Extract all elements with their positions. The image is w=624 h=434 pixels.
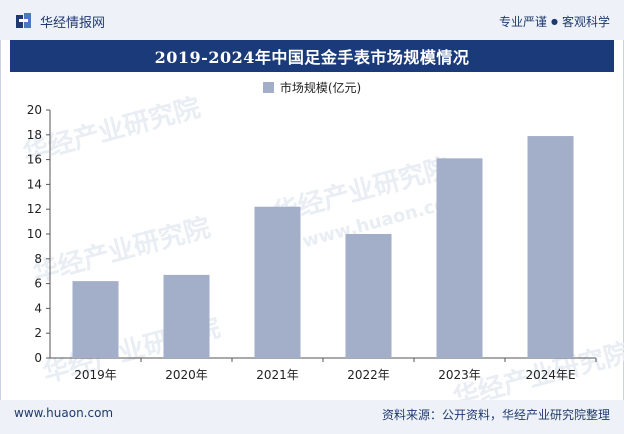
y-tick-label: 8 — [34, 252, 42, 266]
y-tick-label: 6 — [34, 277, 42, 291]
x-tick-label: 2020年 — [165, 368, 208, 382]
huajing-logo-icon — [16, 13, 31, 28]
bar-2022年[interactable] — [345, 234, 392, 358]
bar-2021年[interactable] — [254, 206, 301, 358]
bar-2020年[interactable] — [163, 274, 210, 358]
y-tick-label: 0 — [34, 351, 42, 365]
bar-chart: 0 2 4 6 8 10 12 14 16 18 20 2019年 2020年 2021年 2022年 202… — [27, 103, 597, 382]
x-tick-label: 2021年 — [256, 368, 299, 382]
x-tick-label: 2023年 — [438, 368, 481, 382]
x-tick-label: 2024年E — [525, 368, 575, 382]
y-tick-label: 18 — [27, 128, 42, 142]
y-tick-label: 20 — [27, 103, 42, 117]
y-tick-label: 12 — [27, 202, 42, 216]
bar-2023年[interactable] — [436, 158, 483, 358]
legend-swatch — [262, 81, 274, 93]
x-tick-label: 2019年 — [74, 368, 117, 382]
y-tick-label: 16 — [27, 153, 42, 167]
legend-label: 市场规模(亿元) — [279, 80, 362, 95]
brand[interactable]: 华经情报网 — [14, 10, 105, 32]
y-tick-label: 14 — [27, 177, 42, 191]
tagline-left: 专业严谨 — [498, 15, 547, 29]
footer-source: 资料来源：公开资料，华经产业研究院整理 — [381, 408, 610, 422]
bar-2024年E[interactable] — [527, 136, 574, 358]
tagline-right: 客观科学 — [561, 15, 610, 29]
y-tick-label: 10 — [27, 227, 42, 241]
brand-name: 华经情报网 — [40, 15, 106, 31]
chart-legend: 市场规模(亿元) — [0, 78, 624, 96]
bar-2019年[interactable] — [72, 281, 119, 358]
tagline-separator: ● — [551, 17, 558, 26]
top-bar: 华经情报网 专业严谨 ● 客观科学 — [0, 0, 624, 40]
x-tick-label: 2022年 — [347, 368, 390, 382]
footer-url[interactable]: www.huaon.com — [14, 406, 114, 420]
y-tick-label: 4 — [34, 301, 42, 315]
tagline: 专业严谨 ● 客观科学 — [499, 13, 610, 30]
footer: www.huaon.com 资料来源：公开资料，华经产业研究院整理 — [0, 400, 624, 434]
chart-title: 2019-2024年中国足金手表市场规模情况 — [154, 48, 470, 67]
y-tick-label: 2 — [34, 326, 42, 340]
chart-title-bar: 2019-2024年中国足金手表市场规模情况 — [10, 40, 614, 72]
